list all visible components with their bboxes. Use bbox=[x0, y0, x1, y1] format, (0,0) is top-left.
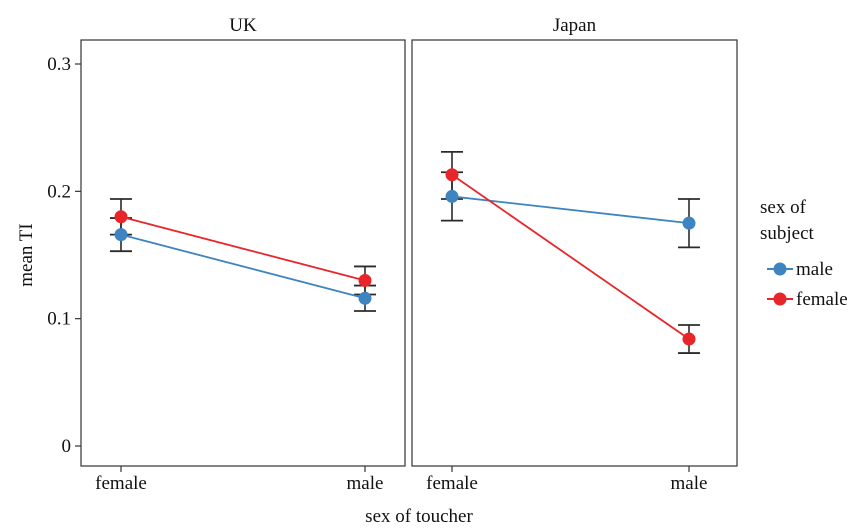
legend: sex of subject male female bbox=[760, 197, 848, 310]
legend-key-female bbox=[767, 292, 793, 306]
x-tick-label: male bbox=[671, 473, 708, 494]
data-point-male bbox=[682, 216, 696, 230]
y-tick-label: 0.2 bbox=[47, 181, 71, 202]
data-point-male bbox=[358, 291, 372, 305]
data-point-male bbox=[114, 228, 128, 242]
panel-japan: Japan female male bbox=[411, 15, 738, 494]
x-tick-label: female bbox=[426, 473, 478, 494]
legend-key-male bbox=[767, 262, 793, 276]
y-tick-label: 0.1 bbox=[47, 309, 71, 330]
y-tick-label: 0 bbox=[62, 436, 72, 457]
legend-label-male: male bbox=[796, 259, 833, 280]
y-axis-title: mean TI bbox=[16, 223, 37, 287]
panel-uk: UK female male bbox=[80, 15, 406, 494]
data-point-female bbox=[445, 168, 459, 182]
series-line-female bbox=[451, 174, 690, 340]
x-tick-label: female bbox=[95, 473, 147, 494]
panel-title: Japan bbox=[553, 15, 597, 36]
panel-title: UK bbox=[229, 15, 257, 36]
y-axis: 0 0.1 0.2 0.3 bbox=[47, 54, 81, 457]
panels: UK female male Japan female male bbox=[80, 15, 738, 494]
legend-title: sex of bbox=[760, 197, 807, 218]
panel-frame bbox=[411, 39, 738, 467]
legend-title: subject bbox=[760, 223, 815, 244]
x-tick-label: male bbox=[347, 473, 384, 494]
y-tick-label: 0.3 bbox=[47, 54, 71, 75]
data-point-female bbox=[682, 332, 696, 346]
data-point-female bbox=[358, 273, 372, 287]
series-line-male bbox=[120, 233, 366, 300]
data-point-female bbox=[114, 210, 128, 224]
data-point-male bbox=[445, 189, 459, 203]
legend-label-female: female bbox=[796, 289, 848, 310]
panel-frame bbox=[80, 39, 406, 467]
series-line-female bbox=[120, 215, 366, 282]
x-axis-title: sex of toucher bbox=[365, 506, 473, 527]
series-line-male bbox=[451, 195, 690, 225]
